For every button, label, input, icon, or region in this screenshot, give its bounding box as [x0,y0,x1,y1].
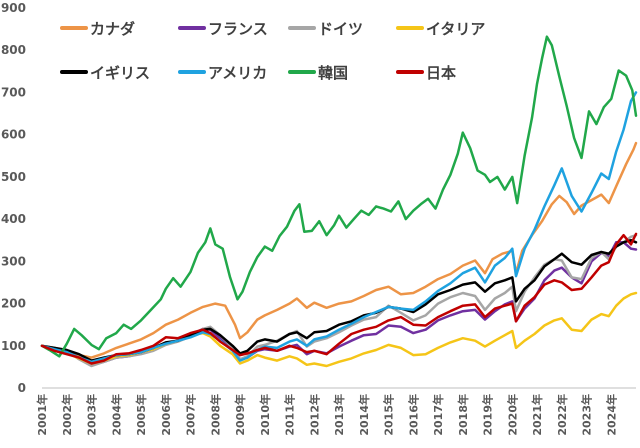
y-tick-label: 500 [1,170,26,184]
series-line-8 [40,232,638,365]
x-tick-label: 2022年 [555,394,569,436]
legend-label: フランス [208,20,268,38]
legend-label: ドイツ [318,20,363,38]
y-tick-label: 0 [18,381,26,395]
x-tick-label: 2019年 [481,394,495,436]
x-tick-label: 2015年 [382,394,396,436]
x-tick-label: 2009年 [233,394,247,436]
x-tick-label: 2008年 [208,394,222,436]
series-line-1 [40,141,638,359]
legend-label: 日本 [426,64,456,82]
x-tick-label: 2003年 [85,394,99,436]
x-tick-label: 2013年 [332,394,346,436]
x-tick-label: 2011年 [283,394,297,436]
x-tick-label: 2020年 [505,394,519,436]
legend-label: アメリカ [208,64,267,82]
y-tick-label: 300 [1,254,26,268]
y-axis-tick-labels: 0 100 200 300 400 500 600 700 800 900 [1,1,26,395]
y-tick-label: 100 [1,339,26,353]
x-tick-label: 2023年 [580,394,594,436]
series-line-6 [40,91,638,364]
series-line-3 [40,233,638,368]
x-tick-label: 2005年 [134,394,148,436]
series-line-7 [40,35,638,358]
legend-label: イタリア [426,20,485,38]
series-lines [40,35,638,368]
x-axis-tick-labels: 2001年 2002年 2003年 2004年 2005年 2006年 2007年 2008年… [35,394,618,436]
y-tick-label: 700 [1,85,26,99]
x-tick-label: 2024年 [604,394,618,436]
x-tick-label: 2021年 [530,394,544,436]
legend-label: イギリス [90,64,150,82]
x-tick-label: 2018年 [456,394,470,436]
x-tick-label: 2006年 [159,394,173,436]
x-tick-label: 2016年 [406,394,420,436]
y-tick-label: 800 [1,43,26,57]
y-tick-label: 600 [1,128,26,142]
x-tick-label: 2014年 [357,394,371,436]
x-tick-label: 2007年 [184,394,198,436]
x-tick-label: 2010年 [258,394,272,436]
legend-label: カナダ [90,20,135,38]
x-tick-label: 2012年 [307,394,321,436]
x-tick-label: 2017年 [431,394,445,436]
x-tick-label: 2002年 [60,394,74,436]
y-tick-label: 200 [1,297,26,311]
x-tick-label: 2001年 [35,394,49,436]
y-tick-label: 400 [1,212,26,226]
y-tick-label: 900 [1,1,26,15]
x-tick-label: 2004年 [109,394,123,436]
legend-label: 韓国 [318,64,348,82]
